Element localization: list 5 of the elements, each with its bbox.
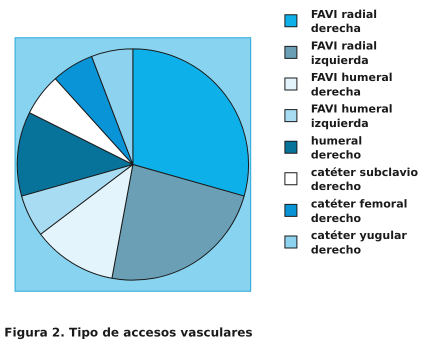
legend-label: FAVI radial derecha: [310, 8, 378, 36]
legend-label: FAVI humeral derecha: [310, 71, 393, 98]
text: Figura 2. Tipo de accesos vasculares: [4, 326, 253, 340]
legend-label: catéter yugular derecho: [310, 229, 408, 256]
legend-label: FAVI radial izquierda: [310, 40, 378, 67]
